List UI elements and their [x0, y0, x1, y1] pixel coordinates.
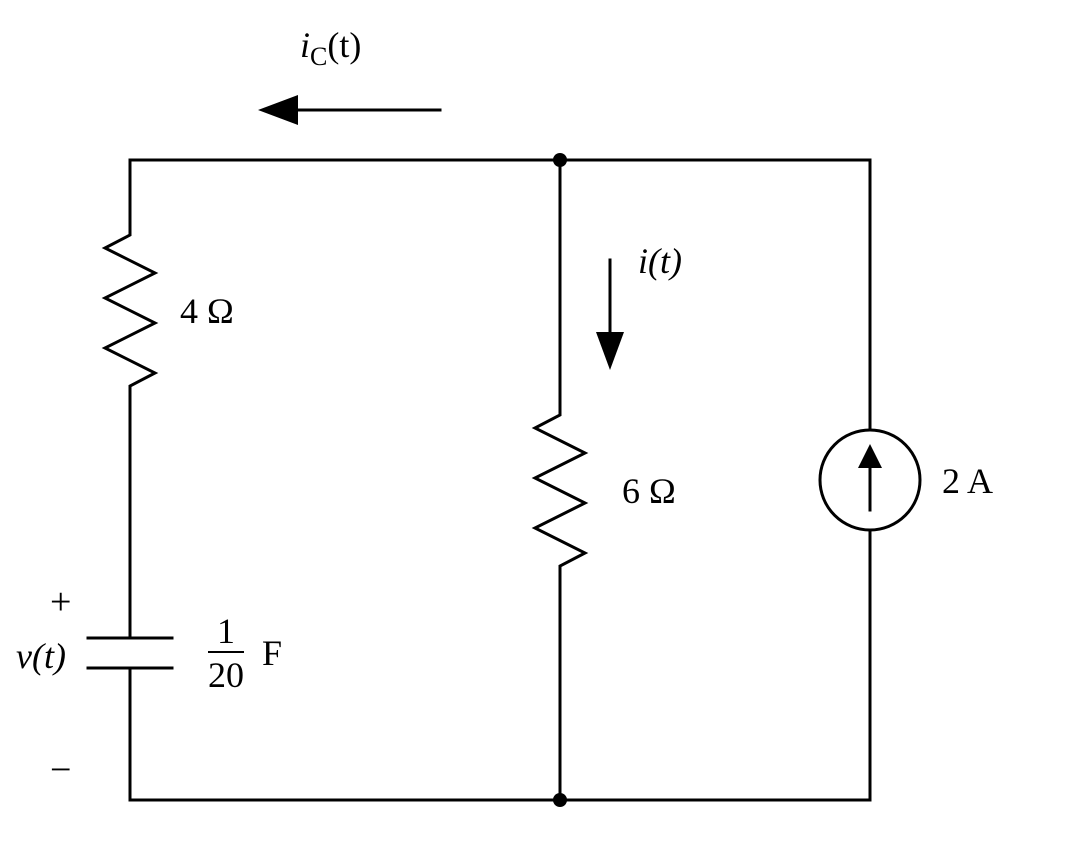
label-ic: iC(t)	[300, 24, 361, 72]
node-bottom	[553, 793, 567, 807]
label-capacitor: 1 20 F	[208, 610, 282, 693]
label-v: v(t)	[16, 635, 66, 677]
label-vplus: +	[50, 580, 71, 624]
resistor-r1	[105, 220, 155, 400]
node-top	[553, 153, 567, 167]
current-source-arrow-head	[858, 444, 882, 468]
ic-arrow-head	[258, 95, 298, 125]
resistor-r2	[535, 400, 585, 580]
label-source: 2 A	[942, 460, 993, 502]
label-vminus: −	[50, 748, 71, 792]
label-r2: 6 Ω	[622, 470, 676, 512]
label-r1: 4 Ω	[180, 290, 234, 332]
circuit-diagram	[0, 0, 1075, 845]
label-i: i(t)	[638, 240, 682, 282]
i-arrow-head	[596, 332, 624, 370]
